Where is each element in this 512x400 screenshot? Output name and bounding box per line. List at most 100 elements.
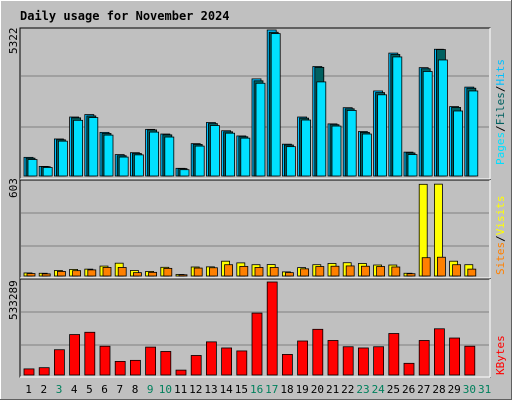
side-legend-item: Hits	[494, 59, 507, 86]
day-axis: 1 2 3 4 5 6 7 8 9 10 11 12 13 14 15 16 17 18 19 20 21 22 23 24 2…	[25, 383, 491, 396]
kbytes-kbytes-bar-day-28	[433, 328, 445, 376]
visits-sites-sites-bar-day-22	[345, 265, 355, 277]
hits-files-pages-pages-bar-day-10	[164, 136, 175, 177]
visits-sites-sites-bar-day-19	[300, 268, 310, 277]
day-label-24: 24	[372, 383, 386, 396]
visits-sites-sites-bar-day-2	[41, 273, 51, 277]
day-label-7: 7	[116, 383, 123, 396]
day-label-27: 27	[417, 383, 430, 396]
kbytes-scale-label: 533289	[7, 280, 20, 320]
hits-scale-label: 5322	[7, 28, 20, 55]
hits-files-pages-pages-bar-day-24	[377, 94, 388, 177]
day-label-21: 21	[326, 383, 339, 396]
hits-files-pages-pages-bar-day-2	[42, 167, 53, 177]
day-label-12: 12	[189, 383, 202, 396]
day-label-25: 25	[387, 383, 400, 396]
visits-sites-sites-bar-day-24	[376, 266, 386, 277]
day-label-23: 23	[356, 383, 369, 396]
hits-files-pages-pages-bar-day-26	[407, 154, 418, 177]
visits-sites-sites-bar-day-29	[452, 264, 462, 277]
hits-files-pages-pages-bar-day-7	[118, 156, 129, 177]
visits-sites-sites-bar-day-20	[315, 266, 325, 277]
day-label-15: 15	[235, 383, 248, 396]
hits-files-pages-pages-bar-day-21	[331, 125, 342, 177]
visits-sites-sites-bar-day-14	[224, 264, 234, 277]
side-legend-item: /	[494, 235, 507, 242]
day-label-4: 4	[71, 383, 78, 396]
side-legend-item: Files	[494, 92, 507, 125]
visits-scale-label: 603	[7, 178, 20, 198]
hits-files-pages-pages-bar-day-15	[240, 137, 251, 177]
visits-sites-sites-bar-day-23	[360, 265, 370, 277]
day-label-9: 9	[147, 383, 154, 396]
visits-sites-sites-bar-day-6	[102, 267, 112, 277]
visits-sites-sites-bar-day-10	[163, 267, 173, 277]
kbytes-kbytes-bar-day-16	[251, 312, 263, 376]
hits-files-pages-pages-bar-day-17	[270, 33, 281, 177]
kbytes-kbytes-bar-day-13	[205, 341, 217, 376]
day-label-26: 26	[402, 383, 415, 396]
day-label-2: 2	[40, 383, 47, 396]
kbytes-kbytes-bar-day-7	[114, 360, 126, 376]
hits-files-pages-pages-bar-day-18	[285, 146, 296, 177]
day-label-14: 14	[220, 383, 234, 396]
kbytes-kbytes-bar-day-10	[160, 351, 172, 376]
visits-sites-sites-bar-day-15	[239, 265, 249, 277]
hits-files-pages-pages-bar-day-8	[133, 154, 144, 177]
kbytes-kbytes-bar-day-2	[38, 367, 50, 376]
day-label-3: 3	[56, 383, 63, 396]
day-label-5: 5	[86, 383, 93, 396]
visits-sites-sites-bar-day-8	[132, 272, 142, 277]
hits-files-pages-pages-bar-day-12	[194, 145, 205, 177]
visits-sites-sites-bar-day-7	[117, 267, 127, 277]
kbytes-kbytes-bar-day-9	[145, 346, 157, 376]
hits-files-pages-pages-bar-day-19	[301, 119, 312, 177]
side-legend-item: /	[494, 125, 507, 132]
hits-files-pages-pages-bar-day-30	[468, 90, 479, 177]
visits-sites-sites-bar-day-9	[148, 271, 158, 277]
visits-sites-panel	[19, 179, 491, 279]
visits-sites-sites-bar-day-28	[436, 256, 446, 277]
hits-files-pages-pages-bar-day-5	[88, 117, 99, 177]
hits-files-pages-pages-bar-day-16	[255, 82, 266, 177]
hits-files-pages-pages-bar-day-6	[103, 134, 114, 177]
kbytes-kbytes-bar-day-19	[297, 340, 309, 376]
day-label-20: 20	[311, 383, 324, 396]
side-legend-item: Pages	[494, 132, 507, 165]
day-label-18: 18	[280, 383, 293, 396]
hits-files-pages-pages-bar-day-28	[437, 59, 448, 177]
kbytes-kbytes-bar-day-11	[175, 369, 187, 376]
hits-files-pages-pages-bar-day-22	[346, 110, 357, 177]
kbytes-kbytes-bar-day-21	[327, 340, 339, 376]
chart-title: Daily usage for November 2024	[20, 9, 230, 23]
visits-sites-sites-bar-day-4	[72, 270, 81, 277]
kbytes-kbytes-bar-day-3	[54, 349, 65, 376]
hits-files-pages-pages-bar-day-13	[209, 125, 220, 177]
kbytes-kbytes-bar-day-8	[129, 359, 141, 376]
visits-sites-sites-bar-day-25	[391, 266, 401, 277]
visits-sites-sites-bar-day-17	[269, 267, 279, 277]
day-label-17: 17	[265, 383, 278, 396]
hits-files-pages-pages-bar-day-27	[422, 71, 433, 177]
side-legend-item: Sites	[494, 242, 507, 275]
day-label-8: 8	[132, 383, 139, 396]
hits-files-pages-pages-bar-day-3	[58, 140, 68, 177]
side-legend-item: /	[494, 86, 507, 93]
hits-files-pages-side-legend: Pages/Files/Hits	[494, 59, 507, 165]
visits-sites-sites-bar-day-12	[193, 267, 203, 277]
kbytes-kbytes-bar-day-22	[342, 346, 354, 376]
kbytes-kbytes-bar-day-18	[281, 354, 293, 376]
visits-sites-sites-bar-day-1	[26, 273, 36, 277]
day-label-30: 30	[463, 383, 476, 396]
kbytes-kbytes-bar-day-12	[190, 355, 202, 376]
visits-sites-sites-bar-day-13	[208, 267, 218, 277]
kbytes-kbytes-bar-day-24	[373, 346, 385, 376]
hits-files-pages-pages-bar-day-9	[149, 131, 160, 177]
day-label-16: 16	[250, 383, 263, 396]
kbytes-kbytes-bar-day-26	[403, 362, 415, 376]
visits-sites-sites-bar-day-16	[254, 267, 264, 277]
hits-files-pages-pages-bar-day-14	[225, 132, 236, 177]
side-legend-item: Visits	[494, 196, 507, 236]
day-label-29: 29	[448, 383, 461, 396]
